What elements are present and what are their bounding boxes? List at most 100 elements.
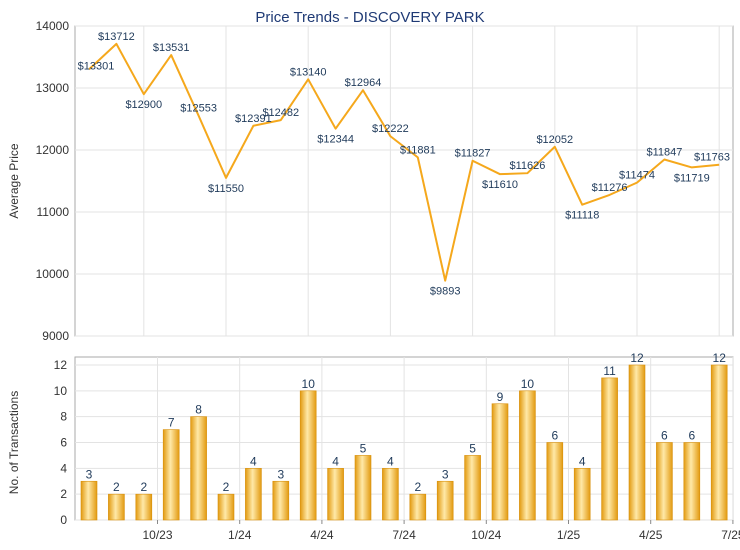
bar-data-label: 12 (713, 351, 727, 365)
bar-data-label: 2 (223, 480, 230, 494)
bar-data-label: 5 (360, 441, 367, 455)
y-tick-label: 9000 (42, 329, 69, 343)
transaction-bar (491, 403, 509, 521)
x-tick-label: 4/24 (310, 528, 334, 542)
price-data-label: $11827 (455, 148, 491, 160)
price-data-label: $13301 (78, 60, 115, 72)
bar-data-label: 3 (277, 467, 284, 481)
bar-data-label: 12 (630, 351, 644, 365)
bar-y-tick-label: 4 (60, 461, 67, 475)
chart-title: Price Trends - DISCOVERY PARK (255, 9, 484, 26)
bar-data-label: 3 (86, 467, 93, 481)
x-tick-label: 1/25 (557, 528, 581, 542)
bar-data-label: 4 (250, 454, 257, 468)
transaction-bar (628, 364, 646, 521)
bar-data-label: 5 (469, 441, 476, 455)
price-data-label: $12900 (125, 99, 162, 111)
bar-data-label: 8 (195, 403, 202, 417)
price-data-label: $9893 (430, 286, 461, 298)
price-data-label: $13531 (153, 42, 190, 54)
bar-data-label: 11 (603, 364, 616, 378)
y-tick-label: 14000 (36, 19, 70, 33)
bar-data-label: 6 (551, 429, 558, 443)
price-data-label: $13140 (290, 66, 327, 78)
price-data-label: $11719 (674, 172, 710, 184)
price-data-label: $13712 (98, 31, 135, 43)
bar-data-label: 2 (140, 480, 147, 494)
x-tick-label: 7/24 (392, 528, 416, 542)
transactions-bar-panel: 12 10 8 6 4 2 0 No. of Transactions 3 2 2 7 8 2 4 3 10 4 5… (7, 351, 740, 542)
transaction-bar (272, 480, 290, 521)
price-data-label: $11626 (509, 160, 545, 172)
bar-data-label: 2 (414, 480, 421, 494)
transaction-bar (683, 442, 701, 521)
bar-y-tick-label: 6 (60, 436, 67, 450)
bar-y-tick-label: 8 (60, 410, 67, 424)
bar-y-tick-label: 0 (60, 513, 67, 527)
price-data-label: $11610 (482, 179, 518, 191)
transaction-bar (519, 390, 536, 521)
y-tick-label: 12000 (36, 143, 70, 157)
price-data-label: $12391 (235, 113, 272, 125)
plot-frame (74, 25, 734, 337)
transaction-bar (601, 377, 618, 521)
price-data-label: $12482 (262, 107, 299, 119)
price-series-line (88, 42, 720, 282)
price-data-label: $12964 (345, 77, 382, 89)
bar-y-tick-label: 12 (54, 358, 68, 372)
transaction-bar (656, 442, 673, 521)
bar-y-tick-label: 10 (54, 384, 68, 398)
bar-data-label: 6 (661, 429, 668, 443)
bar-data-label: 2 (113, 480, 120, 494)
x-tick-label: 1/24 (228, 528, 252, 542)
price-data-label: $12052 (536, 134, 573, 146)
bar-y-axis-label: No. of Transactions (7, 391, 21, 494)
transaction-bar (108, 493, 125, 521)
price-data-label: $12553 (180, 103, 217, 115)
price-data-label: $11847 (646, 146, 682, 158)
price-data-label: $11550 (208, 183, 244, 195)
y-axis-label: Average Price (7, 143, 21, 218)
y-tick-label: 10000 (36, 267, 70, 281)
bar-data-label: 3 (442, 467, 449, 481)
price-data-label: $11276 (592, 182, 628, 194)
transaction-bar (80, 480, 98, 521)
transaction-bar (710, 364, 728, 521)
bar-data-label: 6 (688, 429, 695, 443)
price-data-label: $11474 (619, 170, 655, 182)
transaction-bar (327, 468, 344, 521)
transaction-bar (190, 416, 207, 521)
bar-data-label: 10 (302, 377, 316, 391)
transaction-bar (245, 468, 262, 521)
x-tick-label: 10/23 (142, 528, 172, 542)
x-tick-label: 7/25 (721, 528, 740, 542)
bar-data-label: 10 (521, 377, 535, 391)
x-tick-label: 10/24 (471, 528, 501, 542)
y-tick-label: 13000 (36, 81, 70, 95)
bar-data-label: 4 (387, 454, 394, 468)
transaction-bar (299, 390, 317, 521)
bar-y-tick-label: 2 (60, 487, 67, 501)
bar-data-label: 4 (332, 454, 339, 468)
transaction-bar (464, 455, 481, 521)
price-data-label: $11118 (565, 210, 599, 222)
price-data-label: $12222 (372, 123, 409, 135)
transaction-bar (354, 455, 372, 521)
transaction-bar (573, 468, 591, 521)
transaction-bar (135, 493, 153, 521)
transaction-bar (382, 468, 399, 521)
transaction-bar (409, 493, 427, 521)
transaction-bar (217, 493, 235, 521)
transaction-bar (546, 442, 564, 521)
bar-data-label: 9 (497, 390, 504, 404)
price-data-label: $11881 (400, 144, 436, 156)
transaction-bar (436, 480, 454, 521)
bar-data-label: 4 (579, 454, 586, 468)
bar-data-label: 7 (168, 416, 175, 430)
y-tick-label: 11000 (37, 205, 70, 219)
price-data-label: $12344 (317, 134, 354, 146)
transaction-bar (162, 429, 180, 521)
price-line-panel: 14000 13000 12000 11000 10000 9000 Average Pri… (7, 19, 734, 343)
